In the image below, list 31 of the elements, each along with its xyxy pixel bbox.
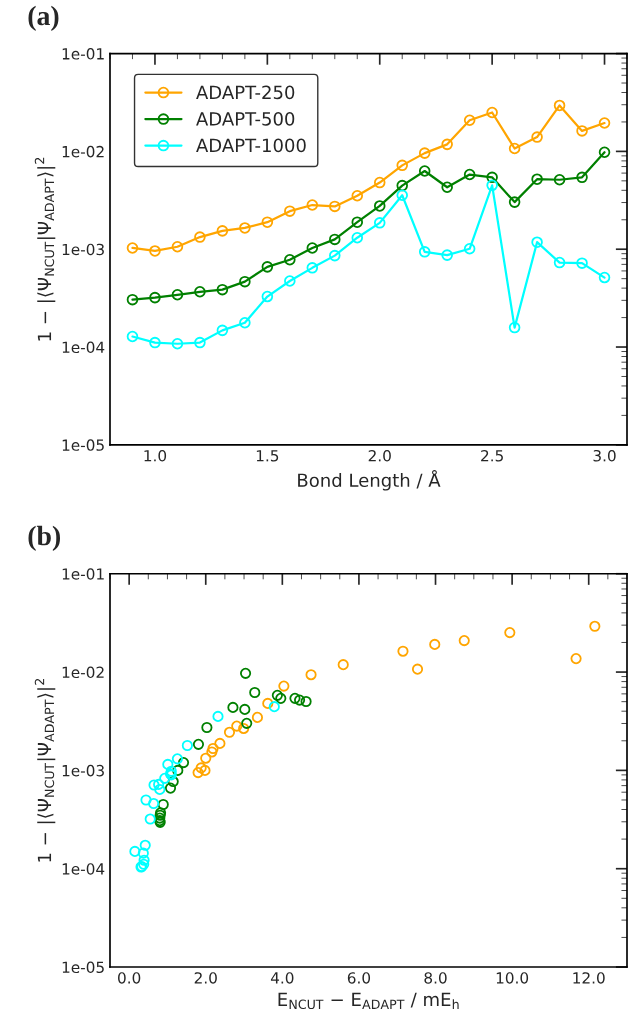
y-tick-label: 1e-03 xyxy=(62,243,104,256)
y-tick-label: 1e-03 xyxy=(62,764,104,777)
y-tick-label: 1e-04 xyxy=(62,863,105,875)
y-tick-label: 1e-02 xyxy=(62,666,104,679)
legend-label: ADAPT-1000 xyxy=(196,138,306,153)
x-tick-label: 1.5 xyxy=(256,450,279,462)
y-tick-label: 1e-01 xyxy=(62,568,104,580)
y-tick-label: 1e-04 xyxy=(62,341,105,354)
y-tick-label: 1e-01 xyxy=(62,48,104,60)
legend-label: ADAPT-250 xyxy=(196,85,295,100)
chart-title: (b) xyxy=(28,525,61,551)
x-tick-label: 0.0 xyxy=(118,972,141,984)
x-tick-label: 8.0 xyxy=(424,972,447,984)
x-axis-title: E$_{NCUT}$ − E$_{ADAPT}$ / mE$_{h}$ xyxy=(278,992,459,1010)
x-axis-title: Bond Length / Å xyxy=(298,470,441,491)
y-axis-title: 1 − |⟨Ψ$_{NCUT}$|Ψ$_{ADAPT}$⟩|$^{2}$ xyxy=(34,679,56,862)
x-tick-label: 2.0 xyxy=(368,449,391,462)
x-tick-label: 2.5 xyxy=(481,449,503,462)
x-tick-label: 1.0 xyxy=(144,449,167,462)
x-tick-label: 3.0 xyxy=(593,449,616,462)
x-tick-label: 6.0 xyxy=(347,972,371,984)
x-tick-label: 2.0 xyxy=(194,972,217,984)
x-tick-label: 10.0 xyxy=(496,972,529,984)
x-tick-label: 12.0 xyxy=(573,972,605,984)
chart-title: (a) xyxy=(28,5,59,31)
y-axis-title: 1 − |⟨Ψ$_{NCUT}$|Ψ$_{ADAPT}$⟩|$^{2}$ xyxy=(34,157,56,341)
y-tick-label: 1e-02 xyxy=(62,145,104,158)
y-tick-label: 1e-05 xyxy=(62,439,104,451)
legend-label: ADAPT-500 xyxy=(196,112,295,126)
x-tick-label: 4.0 xyxy=(270,972,294,984)
y-tick-label: 1e-05 xyxy=(62,961,104,974)
